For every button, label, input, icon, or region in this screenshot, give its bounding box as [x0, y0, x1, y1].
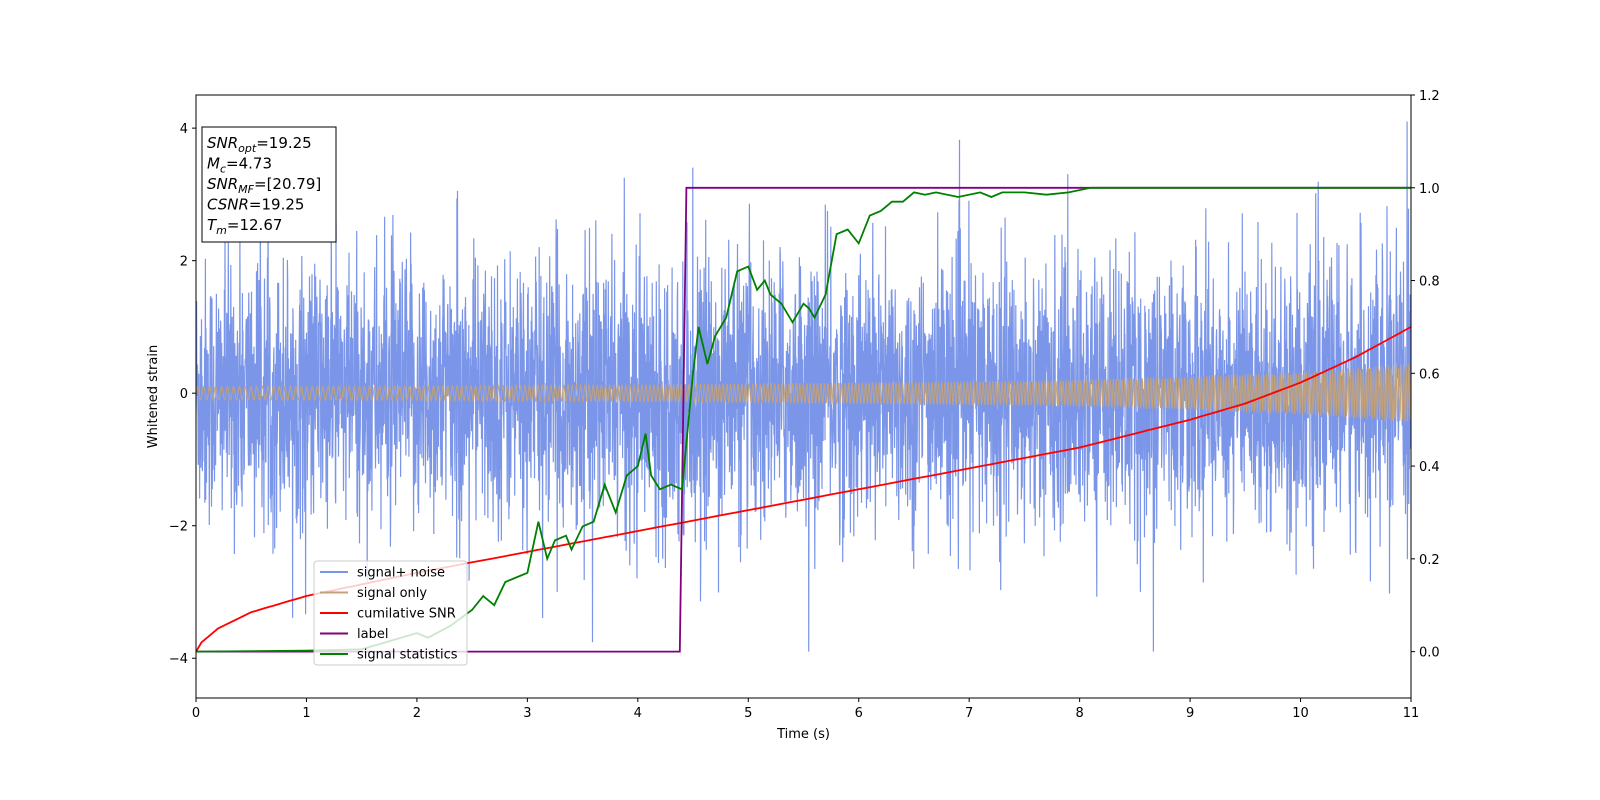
y2-tick-label: 0.4: [1419, 460, 1440, 475]
x-tick-label: 9: [1186, 706, 1194, 721]
y-tick-label: 2: [180, 255, 188, 270]
signal-statistics-series: [196, 186, 1411, 653]
legend-label: cumilative SNR: [357, 607, 456, 622]
x-tick-label: 11: [1403, 706, 1420, 721]
y2-tick-label: 0.6: [1419, 367, 1440, 382]
x-tick-label: 10: [1292, 706, 1309, 721]
x-tick-label: 0: [192, 706, 200, 721]
cumulative-snr-series: [196, 326, 1411, 653]
legend-frame: [313, 560, 468, 666]
info-line: Mc=4.73: [207, 155, 272, 176]
x-tick-label: 6: [855, 706, 863, 721]
plot-frame: [195, 94, 1412, 699]
x-tick-label: 3: [523, 706, 531, 721]
x-axis-ticks: 0 1 2 3 4 5 6 7 8 9 10 11: [192, 698, 1419, 721]
x-tick-label: 5: [744, 706, 752, 721]
signal-statistics-line: [196, 186, 1411, 653]
legend-label: signal+ noise: [357, 566, 445, 581]
signal-noise-line: [196, 121, 1411, 652]
info-line: CSNR=19.25: [207, 196, 304, 214]
x-tick-label: 7: [965, 706, 973, 721]
y2-tick-label: 0.2: [1419, 553, 1440, 568]
y-tick-label: −2: [169, 520, 188, 535]
x-tick-label: 8: [1075, 706, 1083, 721]
y2-axis-ticks: 0.0 0.2 0.4 0.6 0.8 1.0 1.2: [1411, 89, 1440, 661]
y-tick-label: −4: [169, 652, 188, 667]
y-axis-ticks: −4 −2 0 2 4: [169, 122, 196, 667]
x-tick-label: 2: [413, 706, 421, 721]
info-line: SNRopt=19.25: [207, 134, 312, 155]
y-tick-label: 0: [180, 387, 188, 402]
info-line: Tm=12.67: [207, 216, 282, 237]
y2-tick-label: 1.2: [1419, 89, 1440, 104]
info-line: SNRMF=[20.79]: [207, 175, 321, 196]
info-box-frame: [201, 126, 337, 243]
legend-label: signal statistics: [357, 648, 458, 663]
x-tick-label: 4: [634, 706, 642, 721]
signal-only-series: [196, 363, 1411, 423]
y-tick-label: 4: [180, 122, 188, 137]
y2-tick-label: 0.8: [1419, 275, 1440, 290]
parameter-info-box: SNRopt=19.25Mc=4.73SNRMF=[20.79]CSNR=19.…: [201, 126, 337, 243]
x-tick-label: 1: [302, 706, 310, 721]
cumulative-snr-line: [196, 326, 1411, 653]
signal-only-line: [196, 363, 1411, 423]
x-axis-label: Time (s): [776, 727, 830, 742]
y2-tick-label: 1.0: [1419, 182, 1440, 197]
y2-tick-label: 0.0: [1419, 646, 1440, 661]
signal-noise-series: [196, 121, 1411, 652]
legend: signal+ noise signal only cumilative SNR la…: [313, 560, 468, 666]
legend-label: label: [357, 627, 388, 642]
legend-label: signal only: [357, 586, 427, 601]
y-axis-label: Whitened strain: [146, 345, 161, 448]
